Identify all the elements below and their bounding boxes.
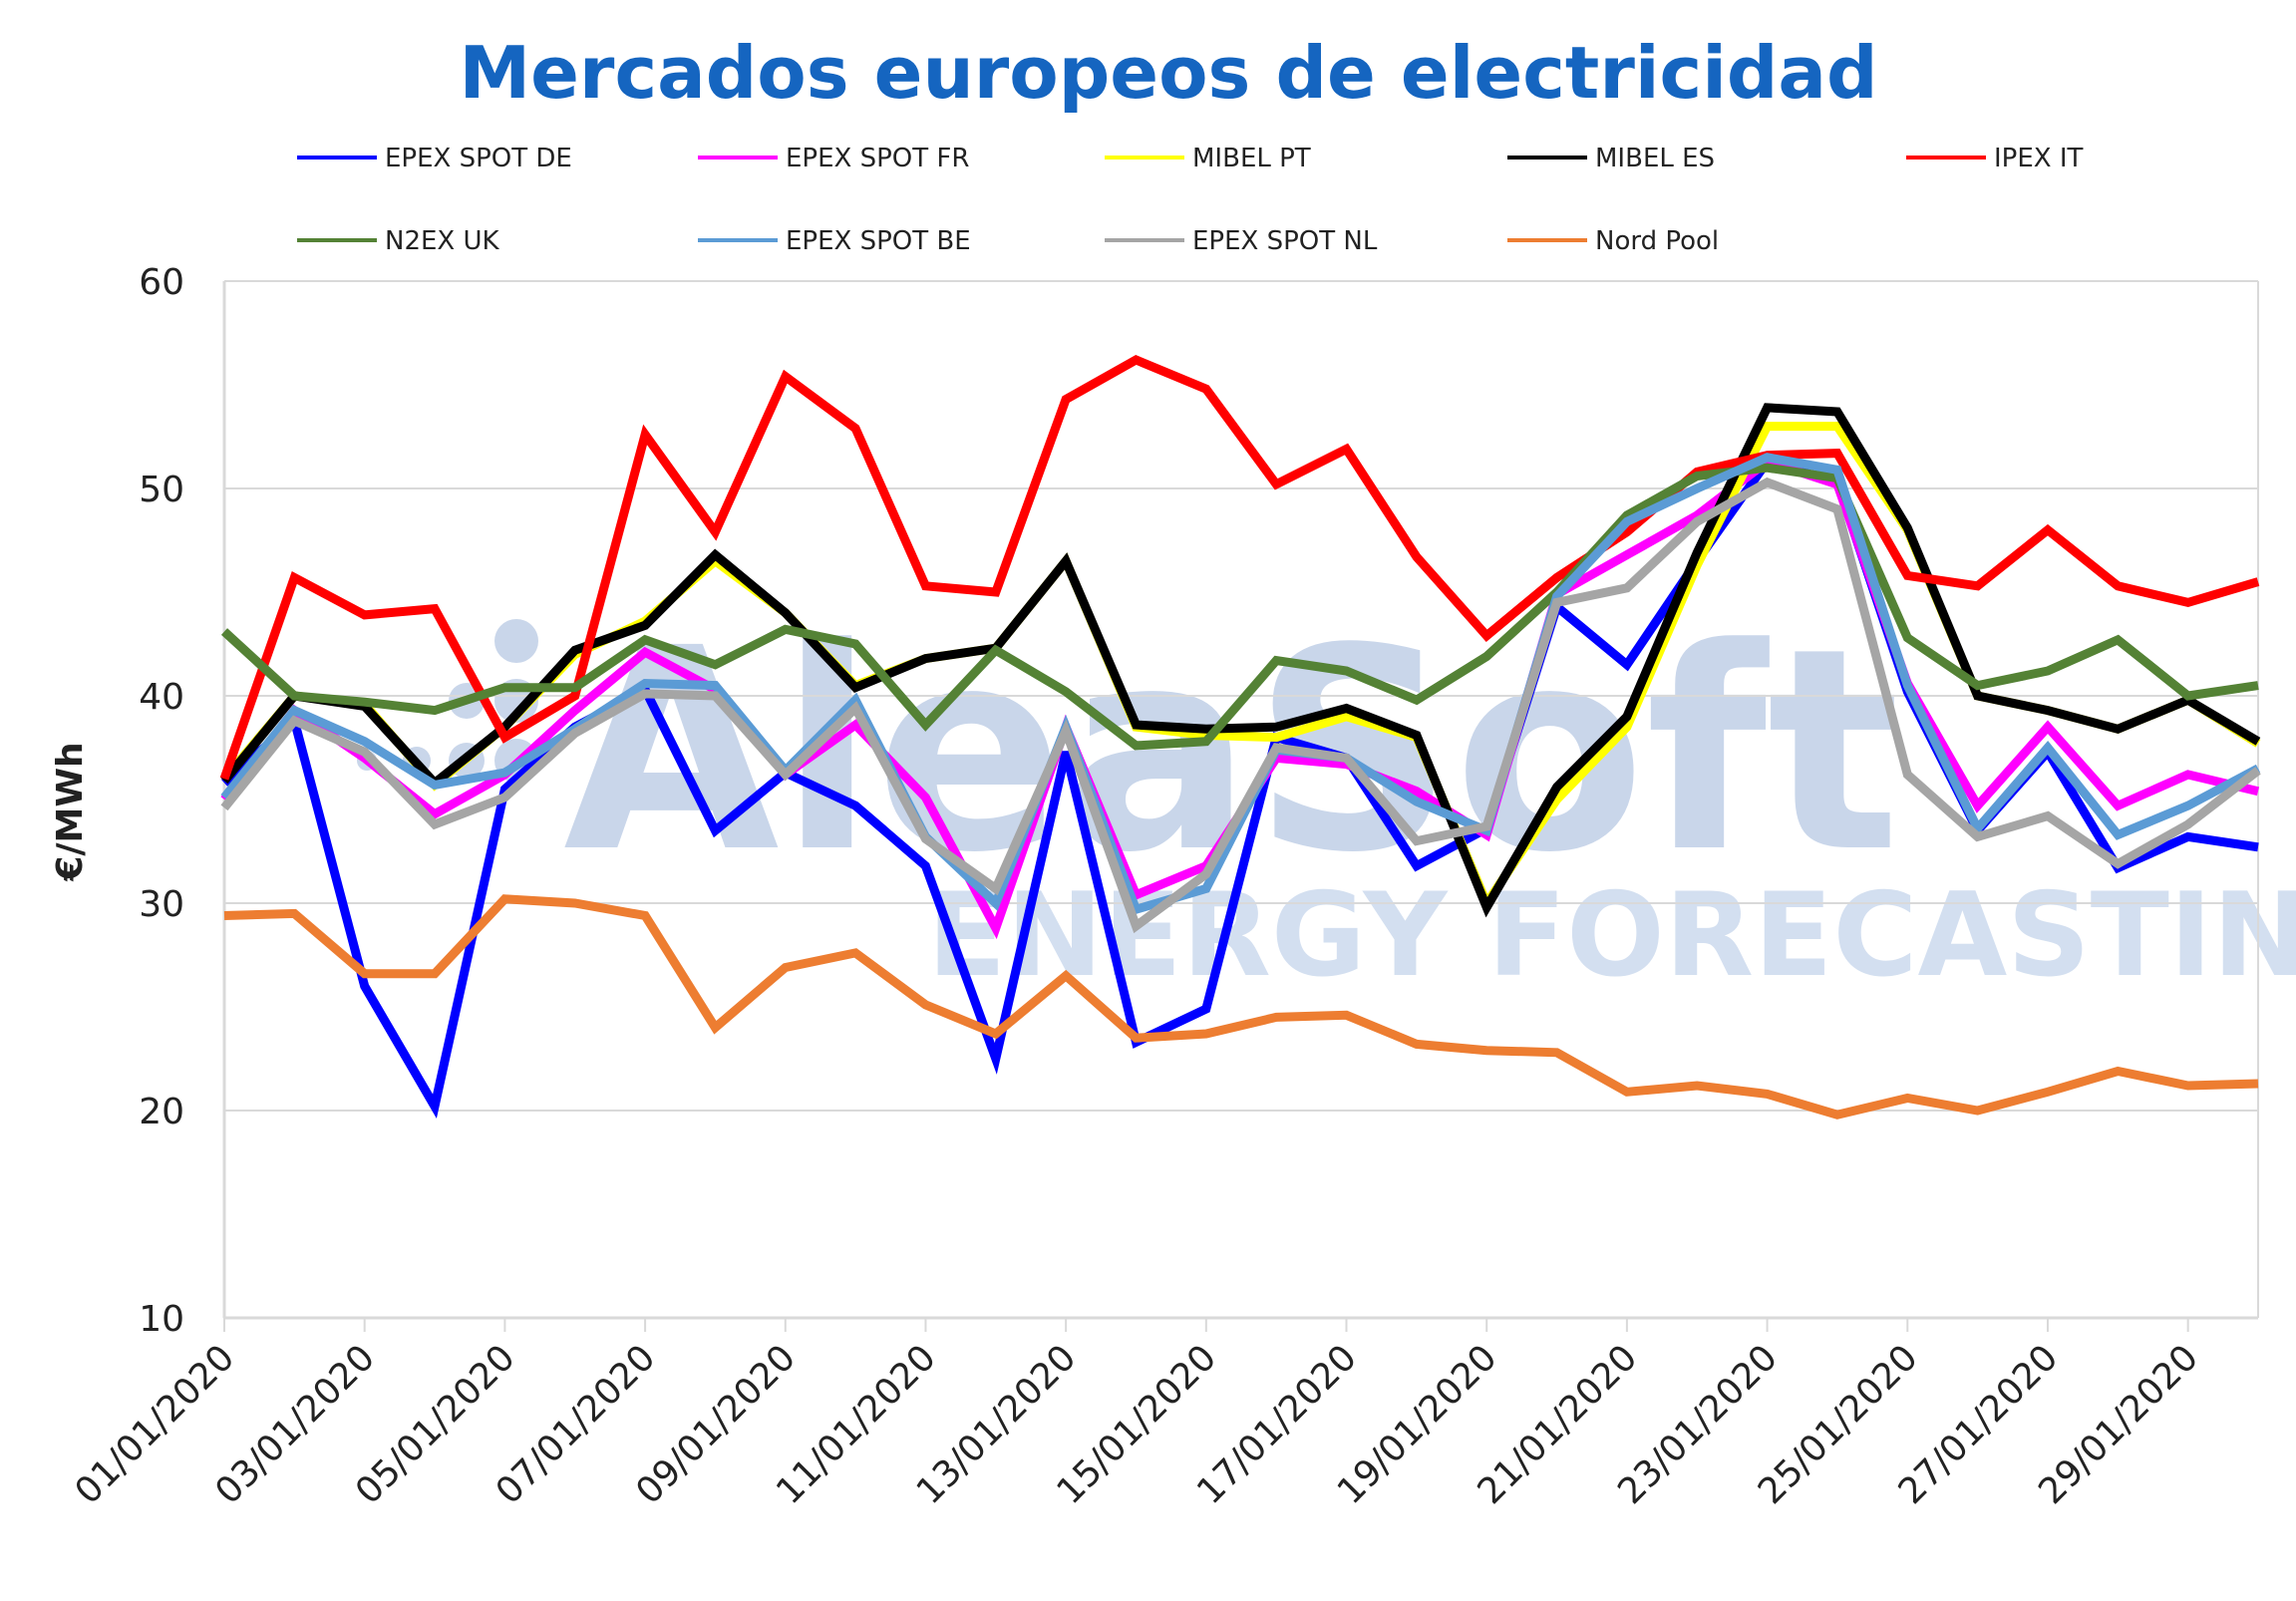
legend-label: N2EX UK	[385, 226, 500, 256]
legend-label: EPEX SPOT BE	[786, 226, 971, 256]
legend-item: IPEX IT	[1906, 144, 2084, 173]
series-line-nord-pool	[223, 894, 2259, 1120]
legend-item: EPEX SPOT NL	[1105, 226, 1378, 256]
legend-label: EPEX SPOT NL	[1192, 226, 1378, 256]
legend-item: MIBEL ES	[1507, 144, 1715, 173]
y-axis-label: €/MWh	[50, 742, 91, 881]
y-tick-label: 60	[139, 262, 184, 303]
chart-title: Mercados europeos de electricidad	[459, 31, 1877, 115]
y-tick-label: 20	[139, 1092, 184, 1132]
legend-item: EPEX SPOT BE	[698, 226, 971, 256]
legend-label: Nord Pool	[1595, 226, 1719, 256]
watermark-logo: AleaSoft ENERGY FORECASTING	[357, 589, 2296, 1003]
legend-label: MIBEL PT	[1192, 144, 1311, 173]
legend-label: MIBEL ES	[1595, 144, 1715, 173]
series-layer	[219, 355, 2261, 1120]
series-line-ipex-it	[219, 355, 2260, 781]
y-tick-label: 50	[139, 470, 184, 510]
y-tick-label: 10	[139, 1299, 184, 1340]
series-line-n2ex-uk	[220, 463, 2259, 751]
legend: EPEX SPOT DE EPEX SPOT FR MIBEL PT MIBEL ES…	[297, 144, 2084, 256]
y-tick-label: 40	[139, 677, 184, 718]
x-axis: 01/01/202003/01/202005/01/202007/01/2020…	[68, 1318, 2206, 1512]
legend-item: EPEX SPOT DE	[297, 144, 572, 173]
legend-item: MIBEL PT	[1105, 144, 1311, 173]
watermark-brand: AleaSoft	[563, 589, 1900, 914]
y-axis: 10 20 30 40 50 60	[139, 262, 184, 1340]
legend-item: Nord Pool	[1507, 226, 1719, 256]
y-tick-label: 30	[139, 884, 184, 925]
legend-label: IPEX IT	[1994, 144, 2084, 173]
series-line-mibel-es	[220, 403, 2261, 918]
series-line-epex-spot-nl	[220, 477, 2261, 934]
legend-item: EPEX SPOT FR	[698, 144, 969, 173]
legend-item: N2EX UK	[297, 226, 500, 256]
legend-label: EPEX SPOT DE	[385, 144, 572, 173]
legend-label: EPEX SPOT FR	[786, 144, 969, 173]
watermark-dot	[494, 619, 538, 663]
